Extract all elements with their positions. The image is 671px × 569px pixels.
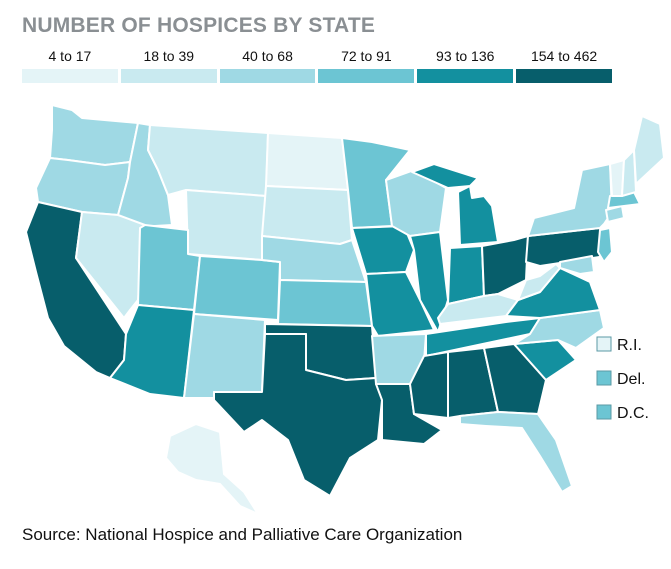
state-texas[interactable] [213, 333, 383, 497]
state-washington[interactable] [49, 104, 139, 166]
legend-label: 18 to 39 [143, 48, 195, 64]
legend: 4 to 17 18 to 39 40 to 68 72 to 91 93 to… [22, 47, 612, 83]
small-state-swatch [596, 336, 612, 352]
state-alaska[interactable] [165, 423, 259, 515]
state-new-york[interactable] [527, 163, 613, 237]
legend-swatch [219, 69, 316, 83]
state-montana[interactable] [147, 124, 269, 197]
state-ohio[interactable] [481, 235, 529, 297]
legend-swatch [120, 69, 217, 83]
state-maryland[interactable] [559, 255, 595, 275]
state-new-hampshire[interactable] [621, 149, 637, 197]
legend-label: 40 to 68 [242, 48, 293, 64]
state-wyoming[interactable] [185, 189, 267, 261]
legend-label: 72 to 91 [341, 48, 392, 64]
legend-swatch [318, 69, 415, 83]
small-states-legend: R.I. Del. D.C. [596, 336, 649, 422]
state-colorado[interactable] [193, 255, 281, 321]
state-new-mexico[interactable] [183, 313, 266, 399]
state-north-dakota[interactable] [265, 132, 349, 191]
state-georgia[interactable] [483, 343, 547, 415]
state-kentucky[interactable] [437, 293, 519, 325]
state-nevada[interactable] [75, 211, 146, 319]
legend-item: 4 to 17 [22, 47, 118, 83]
state-maine[interactable] [633, 115, 665, 185]
state-indiana[interactable] [447, 245, 485, 305]
legend-swatch [417, 69, 514, 83]
state-kansas[interactable] [277, 279, 373, 327]
small-state-label: Del. [617, 371, 645, 388]
source-note: Source: National Hospice and Palliative … [22, 525, 463, 544]
small-state-label: D.C. [617, 405, 649, 422]
legend-item: 154 to 462 [516, 47, 612, 83]
legend-item: 93 to 136 [417, 47, 514, 83]
legend-swatch [22, 69, 118, 83]
legend-label: 93 to 136 [436, 48, 495, 64]
legend-label: 4 to 17 [48, 48, 92, 64]
small-state-swatch [596, 404, 612, 420]
map-title: NUMBER OF HOSPICES BY STATE [22, 14, 376, 37]
legend-swatch [516, 69, 612, 83]
legend-item: 40 to 68 [219, 47, 316, 83]
state-south-dakota[interactable] [261, 185, 353, 245]
state-new-jersey[interactable] [597, 227, 613, 263]
small-state-swatch [596, 370, 612, 386]
legend-label: 154 to 462 [530, 48, 598, 64]
legend-item: 72 to 91 [318, 47, 415, 83]
legend-item: 18 to 39 [120, 47, 217, 83]
state-florida[interactable] [459, 411, 573, 493]
small-state-label: R.I. [617, 337, 642, 354]
state-missouri[interactable] [365, 271, 435, 337]
state-mississippi[interactable] [409, 351, 449, 419]
